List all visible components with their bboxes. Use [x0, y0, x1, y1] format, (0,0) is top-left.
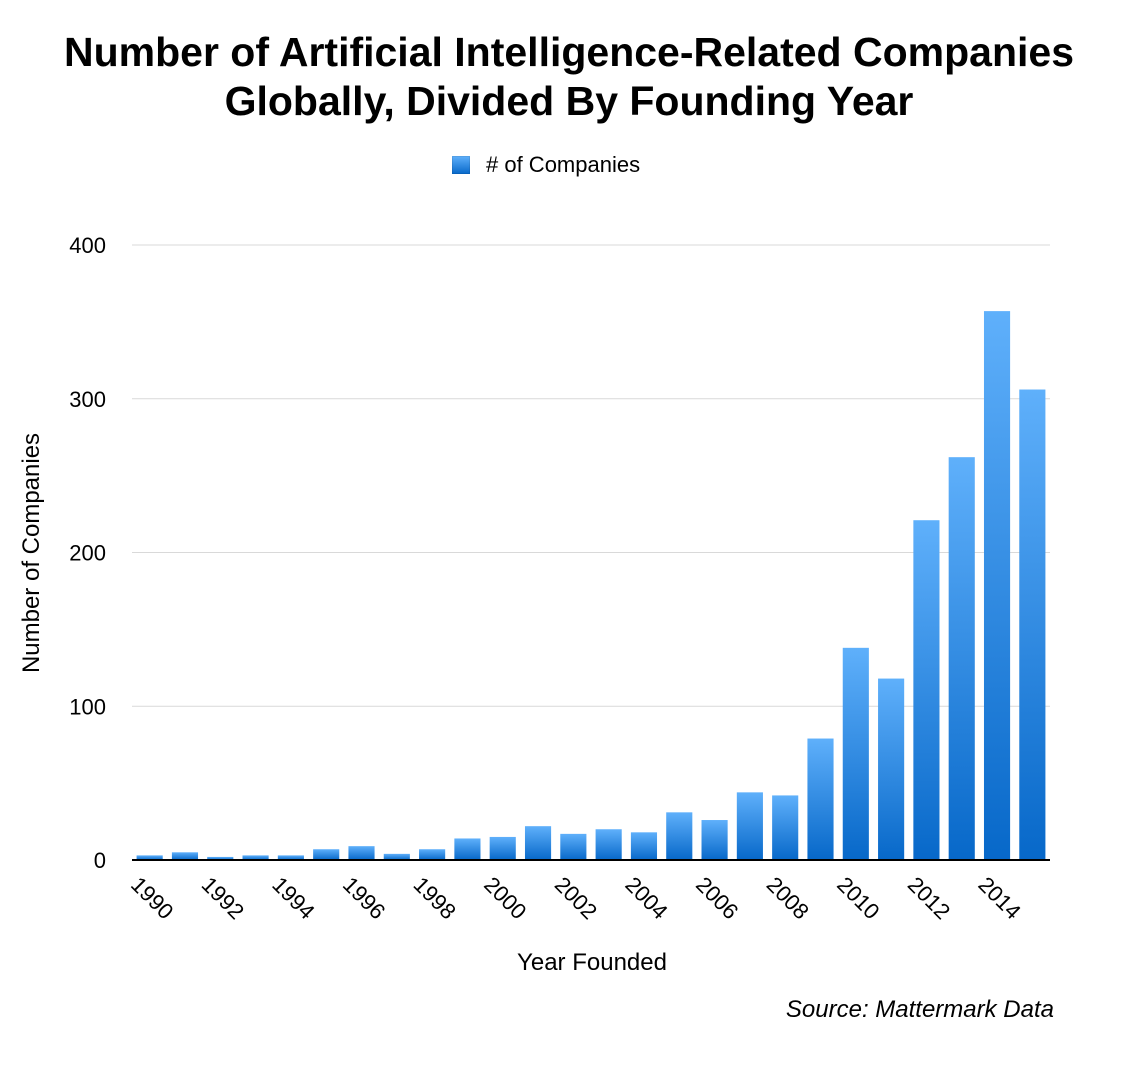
bar-2013	[948, 457, 975, 860]
x-tick-label: 2006	[691, 872, 743, 924]
bar-1999	[454, 838, 481, 860]
bar-2014	[983, 311, 1011, 860]
bar-1992	[207, 856, 234, 860]
y-axis-label: Number of Companies	[18, 432, 45, 674]
chart-title-line-1: Number of Artificial Intelligence-Relate…	[63, 29, 1074, 75]
y-tick-label: 400	[69, 233, 106, 258]
y-tick-label: 0	[94, 848, 106, 873]
chart-title: Number of Artificial Intelligence-Relate…	[0, 28, 1138, 126]
x-axis-label: Year Founded	[517, 949, 667, 976]
chart-title-line-2: Globally, Divided By Founding Year	[224, 78, 914, 124]
x-tick-label: 1994	[267, 872, 319, 924]
y-tick-label: 100	[69, 694, 106, 719]
x-tick-label: 2010	[832, 872, 884, 924]
bar-1994	[277, 855, 304, 860]
y-axis-ticks: 0 100 200 300 400	[69, 233, 106, 873]
x-tick-label: 2014	[974, 872, 1026, 924]
legend-swatch	[452, 156, 470, 174]
bar-1996	[348, 846, 375, 860]
x-tick-label: 1998	[409, 872, 461, 924]
x-tick-label: 1990	[126, 872, 178, 924]
x-axis-ticks: 1990 1992 1994 1996 1998 2000 2002 2004 2006 2008…	[126, 872, 1026, 924]
bar-1993	[242, 855, 269, 860]
bar-1995	[313, 849, 340, 860]
bar-1997	[383, 853, 410, 860]
bar-1990	[136, 855, 163, 860]
legend: # of Companies	[452, 152, 640, 178]
x-tick-label: 2004	[620, 872, 672, 924]
bar-2000	[489, 836, 516, 860]
gridlines	[132, 244, 1050, 707]
bars	[136, 311, 1046, 860]
bar-2001	[524, 826, 552, 860]
bar-2010	[842, 647, 869, 860]
source-note: Source: Mattermark Data	[785, 996, 1054, 1023]
bar-2015	[1019, 389, 1046, 860]
bar-2009	[807, 738, 834, 860]
x-tick-label: 2008	[762, 872, 814, 924]
bar-2007	[736, 792, 763, 860]
x-tick-label: 1996	[338, 872, 390, 924]
bar-2012	[913, 520, 940, 860]
bar-2003	[595, 829, 622, 860]
bar-2008	[772, 795, 799, 860]
x-tick-label: 2000	[479, 872, 531, 924]
bar-1998	[419, 849, 446, 860]
bar-2002	[560, 833, 587, 860]
bar-2006	[701, 820, 728, 860]
x-tick-label: 2012	[903, 872, 955, 924]
bar-2004	[630, 832, 658, 860]
bar-2005	[666, 812, 693, 860]
bar-2011	[878, 678, 905, 860]
y-tick-label: 300	[69, 387, 106, 412]
y-tick-label: 200	[69, 541, 106, 566]
bar-1991	[171, 852, 199, 860]
legend-label: # of Companies	[486, 152, 641, 177]
x-tick-label: 1992	[197, 872, 249, 924]
x-tick-label: 2002	[550, 872, 602, 924]
